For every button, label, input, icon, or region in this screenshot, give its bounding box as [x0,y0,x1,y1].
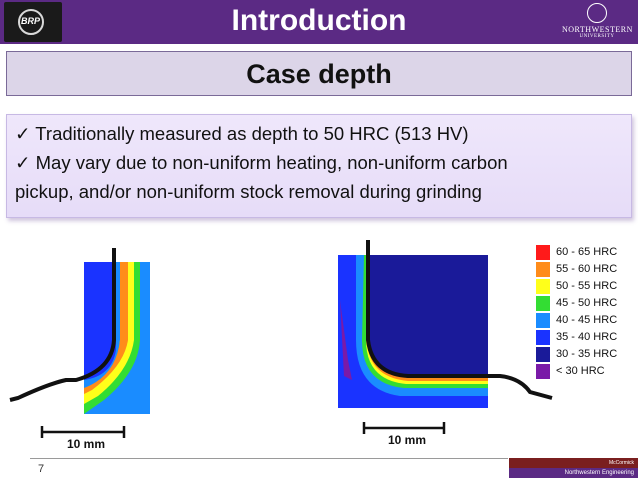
legend-swatch [536,262,550,277]
legend-swatch [536,313,550,328]
legend-item: 30 - 35 HRC [536,347,636,362]
legend-swatch [536,364,550,379]
bullet-item-1: ✓ Traditionally measured as depth to 50 … [15,123,469,144]
right-part-contour [338,255,488,408]
legend-label: 30 - 35 HRC [556,348,618,360]
legend-label: < 30 HRC [556,365,605,377]
brp-logo: BRP [4,2,62,42]
legend-item: 40 - 45 HRC [536,313,636,328]
hardness-diagram [9,240,553,438]
legend-item: 60 - 65 HRC [536,245,636,260]
brand-top-text: McCormick [509,458,638,468]
legend-item: 35 - 40 HRC [536,330,636,345]
legend-label: 50 - 55 HRC [556,280,618,292]
brand-bottom-text: Northwestern Engineering [509,468,638,478]
brp-ring-icon [18,9,44,35]
section-heading-box: Case depth [6,51,632,96]
left-part-outline [9,248,116,402]
legend-label: 60 - 65 HRC [556,246,618,258]
bullet-box: ✓ Traditionally measured as depth to 50 … [6,114,632,218]
bullet-item-2: ✓ May vary due to non-uniform heating, n… [15,152,508,173]
page-number: 7 [38,463,45,475]
left-part-contour [84,262,150,414]
legend-item: 45 - 50 HRC [536,296,636,311]
legend-label: 45 - 50 HRC [556,297,618,309]
section-title: Case depth [246,59,392,89]
mccormick-logo: McCormick Northwestern Engineering [509,458,638,478]
legend-item: 50 - 55 HRC [536,279,636,294]
page-title: Introduction [231,4,407,37]
legend-label: 55 - 60 HRC [556,263,618,275]
right-part-outline [366,240,553,400]
left-scale-bar [40,426,126,438]
legend-swatch [536,347,550,362]
legend-label: 40 - 45 HRC [556,314,618,326]
legend-swatch [536,330,550,345]
legend-item: < 30 HRC [536,364,636,379]
university-seal-icon [587,3,607,23]
right-scale-label: 10 mm [388,433,427,447]
title-bar: BRP Introduction NORTHWESTERN UNIVERSITY [0,0,638,44]
legend-swatch [536,296,550,311]
northwestern-logo: NORTHWESTERN UNIVERSITY [562,3,632,41]
northwestern-sub: UNIVERSITY [579,34,615,39]
right-scale-bar [362,422,446,434]
legend-swatch [536,245,550,260]
legend-item: 55 - 60 HRC [536,262,636,277]
brp-logo-text: BRP [21,16,41,26]
bullet-item-2-continued: pickup, and/or non-uniform stock removal… [15,181,482,202]
northwestern-name: NORTHWESTERN [562,25,633,34]
left-scale-label: 10 mm [67,437,106,451]
legend-swatch [536,279,550,294]
legend-label: 35 - 40 HRC [556,331,618,343]
footer-divider [30,458,508,459]
